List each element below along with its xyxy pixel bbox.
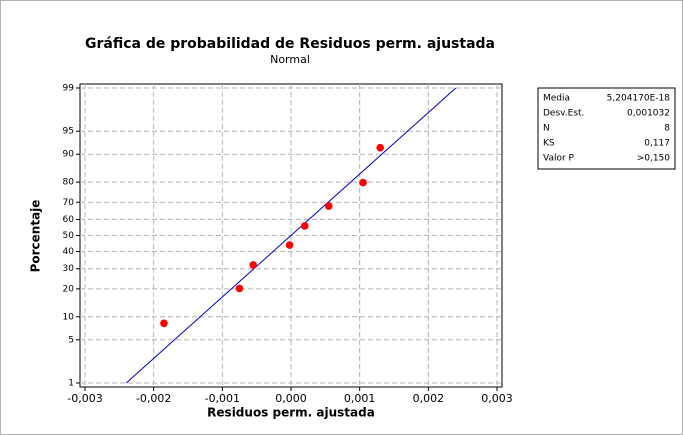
y-tick-label: 5 <box>68 335 74 345</box>
y-tick-label: 99 <box>63 84 75 94</box>
stat-label: Media <box>543 94 570 104</box>
y-tick-label: 70 <box>63 198 75 208</box>
data-point <box>300 222 309 230</box>
data-point <box>160 319 168 328</box>
stats-box <box>537 87 676 170</box>
data-point <box>285 241 294 249</box>
stat-label: N <box>543 124 550 134</box>
fit-line <box>125 87 457 384</box>
chart-subtitle: Normal <box>270 53 310 66</box>
data-point <box>249 261 258 269</box>
y-tick-label: 40 <box>63 247 75 257</box>
stat-value: 5,204170E-18 <box>607 94 671 104</box>
stat-label: Valor P <box>543 154 575 164</box>
stat-value: 8 <box>664 124 670 134</box>
y-tick-label: 80 <box>63 178 75 188</box>
y-tick-label: 50 <box>63 231 75 241</box>
x-axis-label: Residuos perm. ajustada <box>207 406 375 420</box>
data-point <box>359 178 367 187</box>
chart-title: Gráfica de probabilidad de Residuos perm… <box>85 36 495 52</box>
y-tick-label: 10 <box>63 312 75 322</box>
y-tick-label: 20 <box>63 284 75 294</box>
x-tick-label: 0,002 <box>413 392 445 405</box>
x-tick-label: 0,000 <box>275 392 307 405</box>
y-tick-label: 90 <box>63 150 75 160</box>
stat-label: KS <box>543 139 555 149</box>
x-tick-label: -0,001 <box>205 392 240 405</box>
data-point <box>324 202 333 210</box>
y-tick-label: 95 <box>63 127 74 137</box>
stat-value: 0,117 <box>644 139 670 149</box>
x-tick-label: -0,003 <box>67 392 102 405</box>
y-tick-label: 30 <box>63 264 75 274</box>
y-tick-label: 60 <box>63 215 75 225</box>
y-tick-label: 1 <box>68 379 74 389</box>
y-axis-label: Porcentaje <box>29 200 43 273</box>
stat-value: >0,150 <box>637 154 671 164</box>
x-tick-label: 0,003 <box>481 392 513 405</box>
stat-label: Desv.Est. <box>543 109 584 119</box>
x-tick-label: 0,001 <box>344 392 376 405</box>
data-point <box>235 284 244 293</box>
x-tick-label: -0,002 <box>136 392 171 405</box>
data-point <box>376 143 385 152</box>
stat-value: 0,001032 <box>627 109 670 119</box>
